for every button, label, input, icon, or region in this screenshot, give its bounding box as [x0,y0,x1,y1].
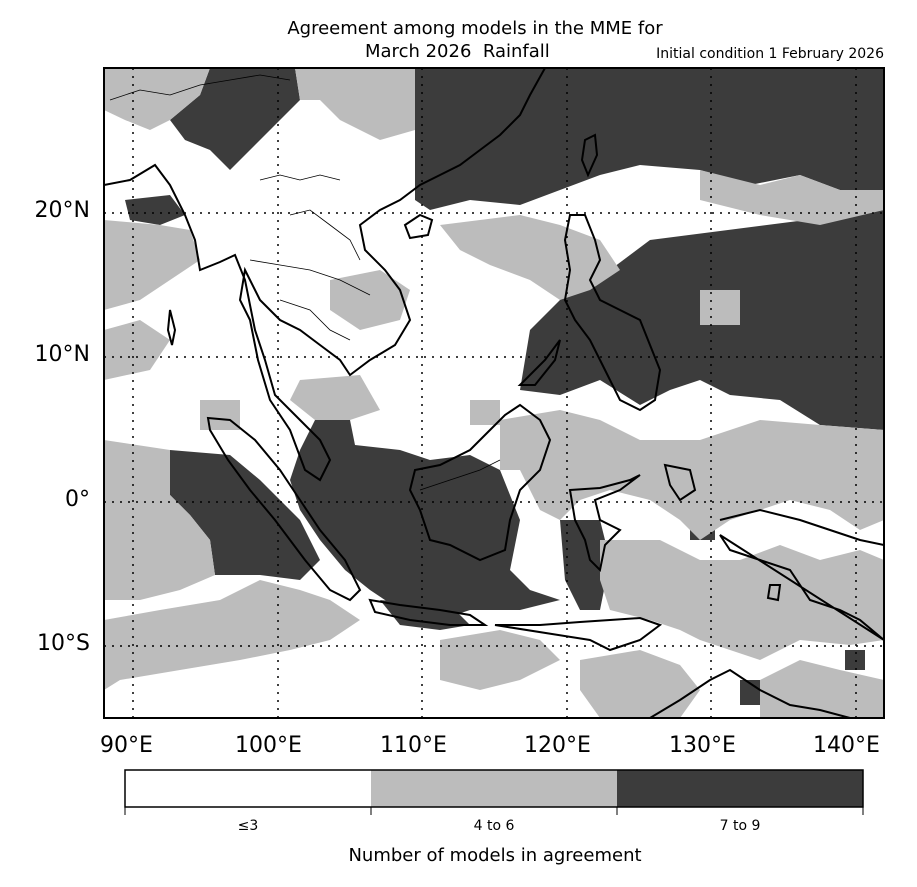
colorbar-high [617,770,863,807]
map-frame [103,67,885,719]
lon-label-100e: 100°E [235,733,302,758]
coastlines [104,68,884,718]
map-title-line1: Agreement among models in the MME for [287,18,663,39]
lat-label-0: 0° [65,487,90,512]
colorbar-label-high: 7 to 9 [719,818,761,834]
colorbar [124,769,864,815]
colorbar-label-mid: 4 to 6 [473,818,515,834]
gridlines [104,68,884,718]
colorbar-low [125,770,371,807]
lon-label-120e: 120°E [524,733,591,758]
colorbar-mid [371,770,617,807]
initial-condition-label: Initial condition 1 February 2026 [656,46,884,62]
lat-label-20n: 20°N [34,198,90,223]
colorbar-title: Number of models in agreement [348,845,642,866]
colorbar-label-low: ≤3 [237,818,259,834]
agreement-grid [104,68,884,718]
lon-label-130e: 130°E [669,733,736,758]
lon-label-90e: 90°E [100,733,153,758]
lat-label-10n: 10°N [34,342,90,367]
lon-label-140e: 140°E [813,733,880,758]
lat-label-10s: 10°S [37,631,90,656]
map-title-line2: March 2026 Rainfall [365,41,550,62]
lon-label-110e: 110°E [380,733,447,758]
country-borders [109,74,501,491]
